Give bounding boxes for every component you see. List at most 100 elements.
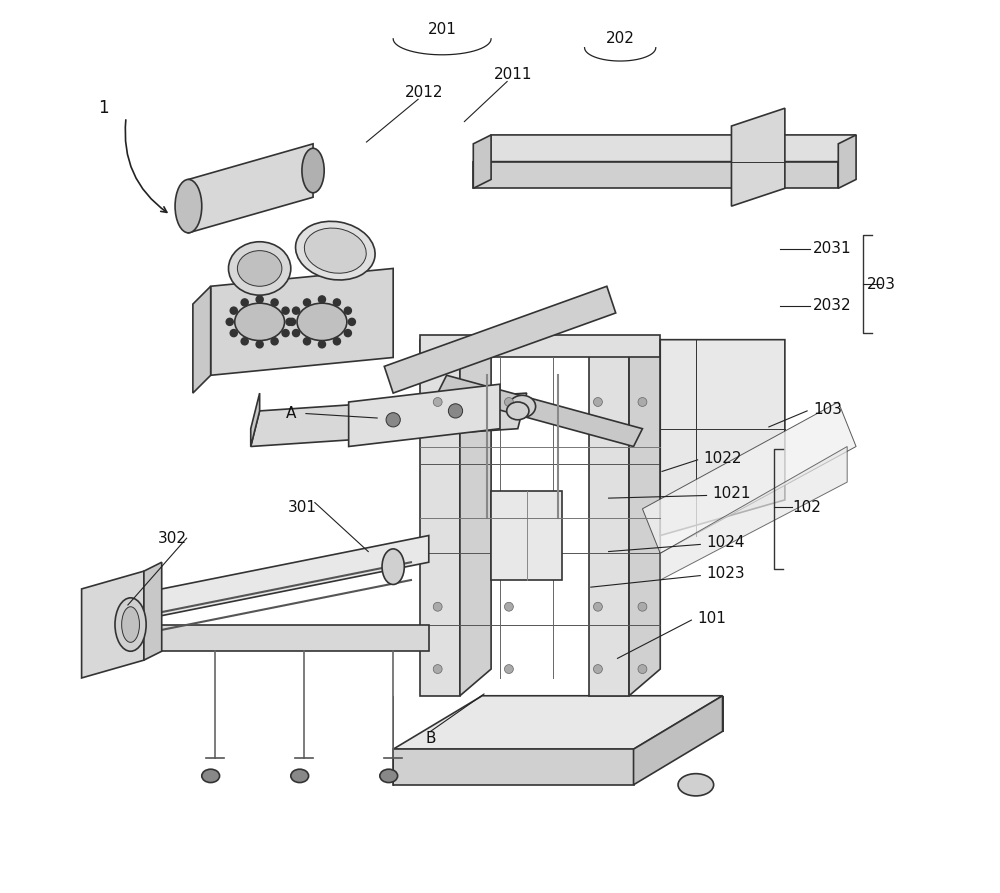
Ellipse shape [380,769,398,782]
Ellipse shape [304,228,366,273]
Circle shape [256,296,263,303]
Polygon shape [251,393,260,446]
Circle shape [241,299,248,306]
Circle shape [292,307,300,314]
Text: 102: 102 [792,499,821,514]
Text: 302: 302 [158,530,187,546]
Polygon shape [349,384,500,446]
Polygon shape [731,108,785,206]
Text: 2011: 2011 [494,67,533,82]
Circle shape [448,404,463,418]
Ellipse shape [507,402,529,420]
Circle shape [241,338,248,345]
Circle shape [344,330,351,337]
Polygon shape [460,339,491,696]
Text: 301: 301 [288,499,317,514]
Text: B: B [425,731,436,746]
Polygon shape [393,696,723,749]
Circle shape [504,397,513,406]
Circle shape [348,318,355,325]
Polygon shape [144,563,162,660]
Ellipse shape [291,769,309,782]
Ellipse shape [237,251,282,287]
Text: 201: 201 [428,22,457,38]
Polygon shape [393,749,634,785]
Text: 101: 101 [698,611,727,626]
Polygon shape [384,287,616,393]
Polygon shape [473,135,856,162]
Text: 1024: 1024 [707,535,745,550]
Circle shape [333,338,340,345]
Circle shape [638,664,647,673]
Circle shape [318,296,326,303]
Circle shape [230,330,237,337]
Circle shape [344,307,351,314]
Text: 203: 203 [867,277,896,292]
Ellipse shape [509,396,536,418]
Polygon shape [193,287,211,393]
Ellipse shape [175,179,202,233]
Circle shape [286,318,293,325]
Ellipse shape [678,773,714,796]
Ellipse shape [115,597,146,651]
Circle shape [593,664,602,673]
Ellipse shape [382,549,404,585]
Polygon shape [473,162,838,188]
Polygon shape [117,536,429,624]
Polygon shape [629,339,660,696]
Polygon shape [491,491,562,580]
Ellipse shape [296,221,375,280]
Ellipse shape [235,304,285,340]
Circle shape [271,338,278,345]
Circle shape [303,299,311,306]
Polygon shape [473,135,491,188]
Polygon shape [82,572,144,678]
Polygon shape [438,375,642,446]
Polygon shape [420,335,660,357]
Polygon shape [117,624,429,651]
Circle shape [256,341,263,348]
Polygon shape [660,339,785,536]
Text: 1023: 1023 [707,566,745,581]
Circle shape [292,330,300,337]
Circle shape [282,330,289,337]
Circle shape [230,307,237,314]
Circle shape [433,664,442,673]
Circle shape [303,338,311,345]
Polygon shape [188,144,313,233]
Circle shape [638,397,647,406]
Polygon shape [420,339,460,696]
Text: 103: 103 [813,402,842,417]
Circle shape [504,664,513,673]
Text: 2032: 2032 [813,298,852,313]
Polygon shape [660,446,847,580]
Polygon shape [251,393,527,446]
Circle shape [386,413,400,427]
Text: 2031: 2031 [813,241,852,256]
Polygon shape [634,696,723,785]
Ellipse shape [228,242,291,296]
Circle shape [282,307,289,314]
Text: 2012: 2012 [405,85,444,100]
Text: 1021: 1021 [712,486,750,501]
Circle shape [504,602,513,611]
Circle shape [288,318,296,325]
Ellipse shape [297,304,347,340]
Polygon shape [211,269,393,375]
Polygon shape [838,135,856,188]
Ellipse shape [302,148,324,193]
Text: 1: 1 [99,99,109,117]
Ellipse shape [122,606,139,642]
Polygon shape [642,402,856,554]
Ellipse shape [202,769,220,782]
Circle shape [593,602,602,611]
Polygon shape [589,339,629,696]
Circle shape [318,341,326,348]
Circle shape [271,299,278,306]
Circle shape [593,397,602,406]
Text: 202: 202 [606,31,635,46]
Circle shape [433,397,442,406]
Text: A: A [286,406,296,421]
Circle shape [226,318,233,325]
Text: 1022: 1022 [703,451,741,465]
